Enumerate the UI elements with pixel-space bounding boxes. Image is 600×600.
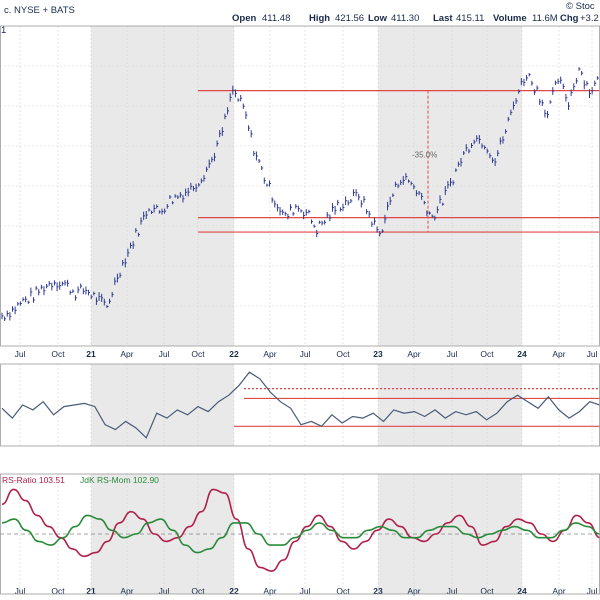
grid-lines: [0, 26, 600, 594]
price-support-resistance-lines: [198, 90, 600, 233]
volume-label: Volume: [493, 13, 527, 24]
chart-header: c. NYSE + BATS Open 411.48 High 421.56 L…: [1, 1, 599, 36]
x-tick-label: Oct: [480, 586, 494, 596]
x-tick-label: Oct: [336, 349, 350, 359]
rs-momentum-line: [1, 514, 600, 554]
shade-band-1-1: [378, 364, 522, 446]
x-tick-label: 21: [86, 349, 96, 359]
chg-value: +3.2: [580, 13, 599, 24]
x-tick-label: Apr: [407, 349, 420, 359]
x-tick-label: 24: [517, 586, 527, 596]
x-tick-label: 22: [229, 349, 239, 359]
x-tick-label: Jul: [300, 349, 311, 359]
x-tick-label: Oct: [191, 586, 205, 596]
x-tick-label: Jul: [15, 349, 26, 359]
relative-strength-line: [1, 371, 600, 439]
x-tick-label: Oct: [336, 586, 350, 596]
high-label: High: [309, 13, 330, 24]
x-tick-label: Jul: [159, 586, 170, 596]
low-label: Low: [368, 13, 388, 24]
drawdown-annotation: -35.0%: [412, 150, 437, 159]
open-value: 411.48: [262, 13, 290, 24]
x-axis-labels: Jul Jul Oct Oct 21 21 Apr Apr Jul Jul Oct Oct 22 22 Ap…: [15, 349, 598, 596]
x-tick-label: Oct: [51, 586, 65, 596]
x-tick-label: Jul: [15, 586, 26, 596]
ticker-label: c. NYSE + BATS: [4, 5, 75, 16]
chg-label: Chg: [560, 13, 579, 24]
x-tick-label: Apr: [552, 349, 565, 359]
x-tick-label: Apr: [263, 586, 276, 596]
x-tick-label: 21: [86, 586, 96, 596]
watermark: © Stoc: [566, 1, 595, 12]
x-tick-label: Jul: [300, 586, 311, 596]
x-tick-label: Oct: [51, 349, 65, 359]
legend-rs-mom: JdK RS-Mom 102.90: [80, 475, 159, 485]
price-bars: [1, 67, 599, 322]
relative-strength-panel: [1, 371, 600, 439]
rs-horizontal-lines: [234, 388, 600, 427]
open-label: Open: [232, 13, 256, 24]
price-panel: -35.0%: [1, 67, 600, 322]
last-label: Last: [433, 13, 453, 24]
x-tick-label: Apr: [552, 586, 565, 596]
shade-band-1-0: [91, 364, 234, 446]
x-tick-label: Oct: [480, 349, 494, 359]
x-tick-label: 23: [373, 586, 383, 596]
left-edge-value: 1: [1, 25, 6, 36]
shade-band-0-0: [91, 26, 234, 346]
x-tick-label: Apr: [120, 586, 133, 596]
x-tick-label: Apr: [263, 349, 276, 359]
x-tick-label: Jul: [447, 349, 458, 359]
x-tick-label: Oct: [191, 349, 205, 359]
rrg-indicator-panel: RS-Ratio 103.51 JdK RS-Mom 102.90: [0, 475, 600, 572]
low-value: 411.30: [391, 13, 419, 24]
x-tick-label: 23: [373, 349, 383, 359]
legend-rs-ratio: RS-Ratio 103.51: [2, 475, 65, 485]
x-tick-label: 22: [229, 586, 239, 596]
x-tick-label: Jul: [587, 586, 598, 596]
x-tick-label: Jul: [587, 349, 598, 359]
volume-value: 11.6M: [532, 13, 558, 24]
x-tick-label: Apr: [407, 586, 420, 596]
x-tick-label: Jul: [447, 586, 458, 596]
x-tick-label: Jul: [159, 349, 170, 359]
x-tick-label: Apr: [120, 349, 133, 359]
high-value: 421.56: [335, 13, 364, 24]
x-tick-label: 24: [517, 349, 527, 359]
last-value: 415.11: [456, 13, 484, 24]
